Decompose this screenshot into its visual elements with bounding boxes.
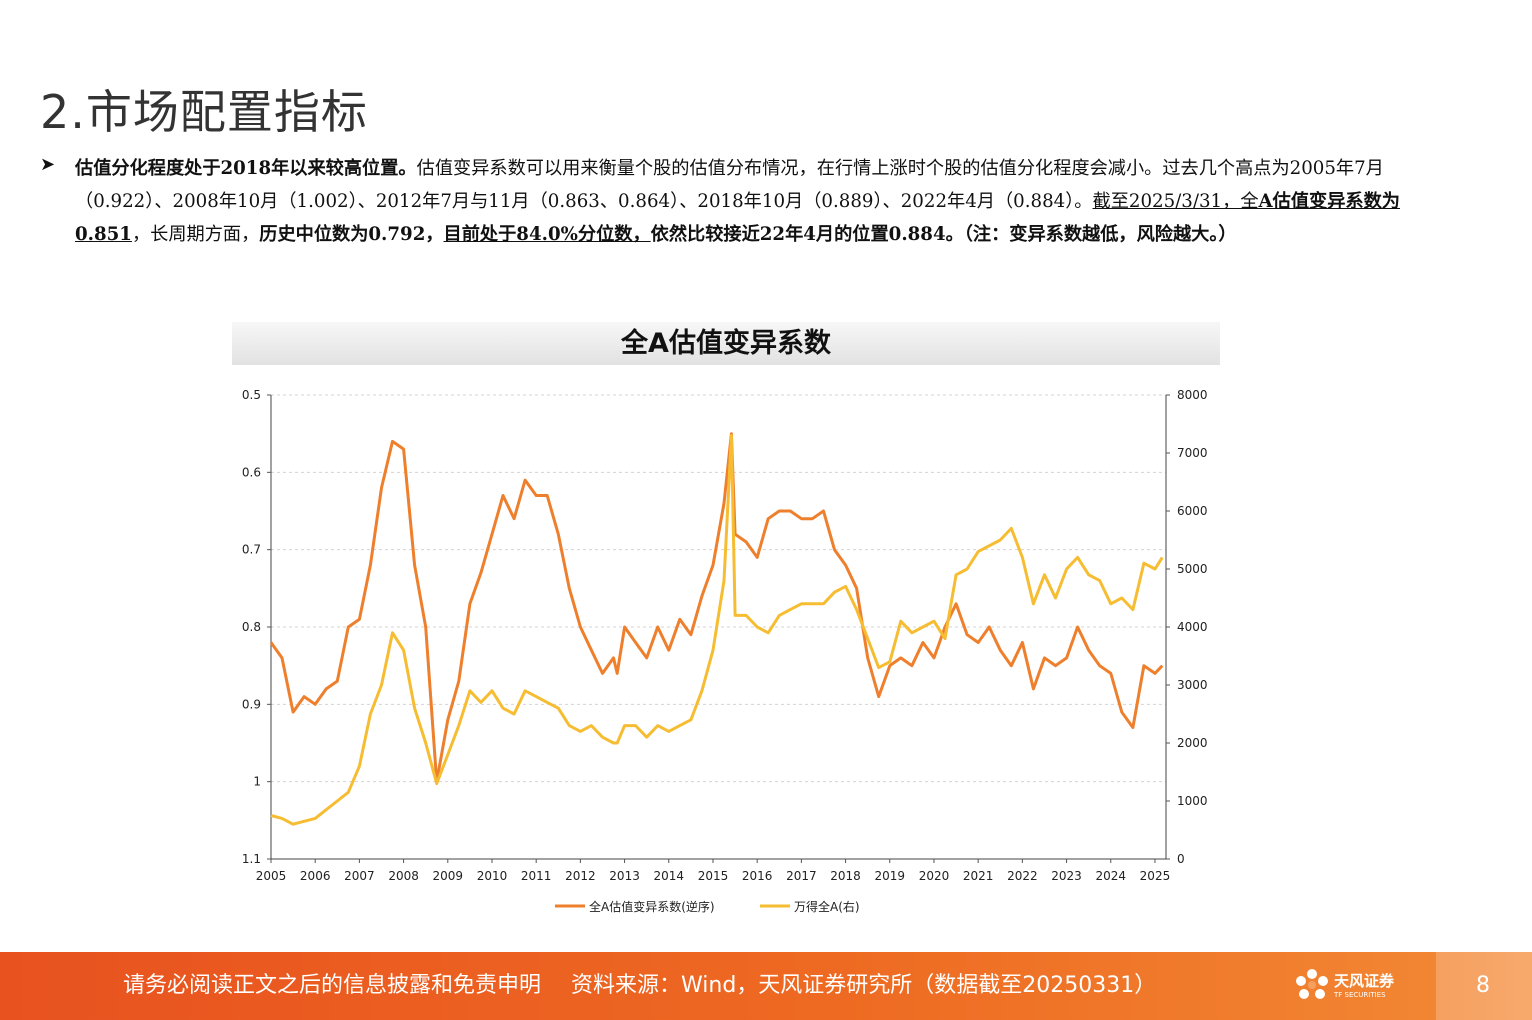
bullet-lead: 估值分化程度处于2018年以来较高位置。 — [75, 158, 417, 179]
bullet-body: 估值变异系数可以用来衡量个股的估值分布情况，在行情上涨时个股的估值分化程度会减小… — [75, 158, 1384, 212]
company-logo: 天风证券 TF SECURITIES — [1292, 966, 1412, 1008]
x-tick-label: 2011 — [521, 869, 552, 883]
left-tick-label: 0.9 — [242, 697, 261, 711]
right-tick-label: 2000 — [1177, 736, 1208, 750]
legend-label: 全A估值变异系数(逆序) — [589, 899, 715, 914]
bullet-mid: ，长周期方面， — [131, 224, 260, 245]
right-axis-ticks: 8000 7000 6000 5000 4000 3000 2000 1000 0 — [1166, 388, 1208, 866]
x-tick-label: 2022 — [1007, 869, 1038, 883]
left-axis-ticks: 0.5 0.6 0.7 0.8 0.9 1 1.1 — [242, 388, 271, 866]
x-tick-label: 2005 — [256, 869, 287, 883]
right-tick-label: 1000 — [1177, 794, 1208, 808]
chart-legend: 全A估值变异系数(逆序) 万得全A(右) — [555, 899, 860, 914]
bullet-paragraph: 估值分化程度处于2018年以来较高位置。估值变异系数可以用来衡量个股的估值分布情… — [75, 152, 1420, 251]
right-tick-label: 8000 — [1177, 388, 1208, 402]
x-tick-label: 2018 — [830, 869, 861, 883]
logo-name: 天风证券 — [1334, 972, 1395, 990]
left-tick-label: 1.1 — [242, 852, 261, 866]
chart-grid — [271, 394, 1166, 783]
arrow-bullet-icon: ➤ — [40, 154, 56, 175]
series-line-1 — [269, 432, 1164, 784]
x-tick-label: 2008 — [388, 869, 419, 883]
x-tick-label: 2009 — [433, 869, 464, 883]
x-tick-label: 2013 — [609, 869, 640, 883]
x-tick-label: 2019 — [874, 869, 905, 883]
x-tick-label: 2015 — [698, 869, 729, 883]
bullet-bold-median: 历史中位数为0.792， — [259, 224, 444, 245]
x-tick-label: 2017 — [786, 869, 817, 883]
x-tick-label: 2020 — [919, 869, 950, 883]
left-tick-label: 0.8 — [242, 620, 261, 634]
x-tick-label: 2024 — [1095, 869, 1126, 883]
x-tick-label: 2023 — [1051, 869, 1082, 883]
x-tick-label: 2021 — [963, 869, 994, 883]
chart-svg: 0.5 0.6 0.7 0.8 0.9 1 1.1 8000 7000 6000 5000 4000… — [242, 388, 1208, 914]
bullet-underline-percentile: 目前处于84.0%分位数， — [443, 224, 651, 245]
x-axis-ticks: 2005 2006 2007 2008 2009 2010 2011 2012 2013 2014… — [256, 859, 1170, 883]
x-tick-label: 2025 — [1140, 869, 1171, 883]
x-tick-label: 2010 — [477, 869, 508, 883]
left-tick-label: 0.6 — [242, 465, 261, 479]
left-tick-label: 0.5 — [242, 388, 261, 402]
bullet-point: ➤ 估值分化程度处于2018年以来较高位置。估值变异系数可以用来衡量个股的估值分… — [40, 152, 1420, 251]
right-tick-label: 4000 — [1177, 620, 1208, 634]
series-line-2 — [270, 434, 1164, 826]
x-tick-label: 2016 — [742, 869, 773, 883]
footer-bar: 请务必阅读正文之后的信息披露和免责申明 资料来源：Wind，天风证券研究所（数据截… — [0, 952, 1532, 1020]
x-tick-label: 2012 — [565, 869, 596, 883]
chart-series — [269, 432, 1164, 826]
bullet-bold-tail: 依然比较接近22年4月的位置0.884。（注：变异系数越低，风险越大。） — [650, 224, 1237, 245]
footer-disclaimer: 请务必阅读正文之后的信息披露和免责申明 — [123, 973, 542, 998]
footer-source: 资料来源：Wind，天风证券研究所（数据截至20250331） — [571, 973, 1157, 998]
left-tick-label: 0.7 — [242, 543, 261, 557]
x-tick-label: 2007 — [344, 869, 375, 883]
page-number: 8 — [1476, 973, 1490, 998]
right-tick-label: 5000 — [1177, 562, 1208, 576]
chart-title: 全A估值变异系数 — [621, 328, 831, 359]
x-tick-label: 2006 — [300, 869, 331, 883]
legend-label: 万得全A(右) — [794, 899, 860, 914]
right-tick-label: 3000 — [1177, 678, 1208, 692]
bullet-underline-plain: 截至2025/3/31，全 — [1092, 191, 1259, 212]
x-tick-label: 2014 — [654, 869, 685, 883]
flower-logo-icon — [1296, 969, 1328, 999]
logo-subtitle: TF SECURITIES — [1334, 991, 1386, 999]
bullet-underline-bold: A估值变异系数为0.851 — [75, 191, 1400, 245]
page-title: 2.市场配置指标 — [40, 85, 368, 139]
left-tick-label: 1 — [253, 775, 261, 789]
right-tick-label: 0 — [1177, 852, 1185, 866]
right-tick-label: 6000 — [1177, 504, 1208, 518]
chart-title-bar: 全A估值变异系数 — [232, 322, 1220, 365]
footer-text: 请务必阅读正文之后的信息披露和免责申明 资料来源：Wind，天风证券研究所（数据截… — [123, 952, 1156, 1020]
right-tick-label: 7000 — [1177, 446, 1208, 460]
page-number-block — [1436, 952, 1532, 1020]
